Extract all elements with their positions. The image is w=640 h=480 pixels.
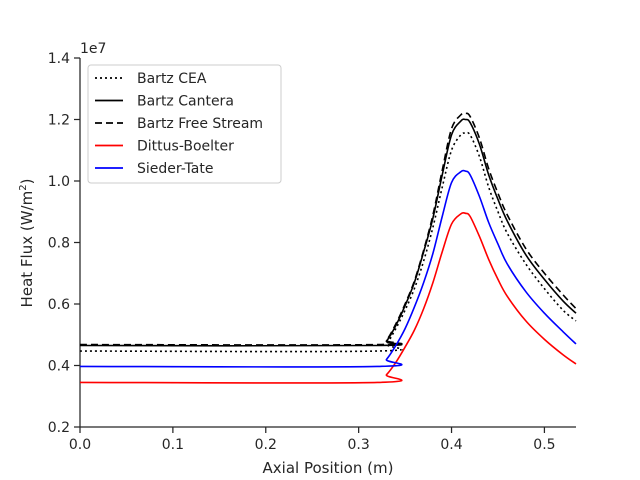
legend-label: Bartz Free Stream bbox=[137, 116, 263, 132]
x-tick-label: 0.1 bbox=[162, 437, 184, 453]
legend-label: Bartz CEA bbox=[137, 71, 207, 87]
y-offset-label: 1e7 bbox=[80, 41, 106, 57]
x-tick-label: 0.0 bbox=[69, 437, 91, 453]
legend-box bbox=[87, 64, 282, 184]
y-axis-title-sup: 2 bbox=[18, 184, 29, 190]
legend: Bartz CEA Bartz Cantera Bartz Free Stream D… bbox=[87, 64, 282, 184]
y-tick-label: 1.4 bbox=[48, 51, 70, 67]
series-line-dittus-boelter bbox=[79, 211, 577, 384]
series-line-bartz-free-stream bbox=[79, 112, 577, 346]
x-tick-label: 0.5 bbox=[533, 437, 555, 453]
x-axis-title: Axial Position (m) bbox=[263, 459, 394, 477]
legend-label: Sieder-Tate bbox=[137, 161, 213, 177]
y-axis-title-tail: ) bbox=[18, 179, 36, 185]
y-tick-label: 0.6 bbox=[48, 297, 70, 313]
ticks: 0.0 0.1 0.2 0.3 0.4 0.5 0.2 0.4 0.6 0.8 1.0 1.2 1.4 bbox=[48, 51, 556, 453]
y-tick-label: 1.0 bbox=[48, 174, 70, 190]
legend-label: Bartz Cantera bbox=[137, 94, 234, 110]
series-line-bartz-cantera bbox=[79, 118, 577, 347]
legend-label: Dittus-Boelter bbox=[137, 139, 234, 155]
x-tick-label: 0.2 bbox=[255, 437, 277, 453]
y-tick-label: 0.4 bbox=[48, 359, 70, 375]
y-tick-label: 0.2 bbox=[48, 420, 70, 436]
x-tick-label: 0.3 bbox=[348, 437, 370, 453]
y-tick-label: 1.2 bbox=[48, 113, 70, 129]
series-line-sieder-tate bbox=[79, 169, 577, 368]
y-tick-label: 0.8 bbox=[48, 236, 70, 252]
series-lines bbox=[79, 112, 577, 384]
y-axis-title: Heat Flux (W/m2) bbox=[18, 179, 36, 308]
y-axis-title-base: Heat Flux (W/m bbox=[18, 191, 36, 308]
x-tick-label: 0.4 bbox=[440, 437, 462, 453]
